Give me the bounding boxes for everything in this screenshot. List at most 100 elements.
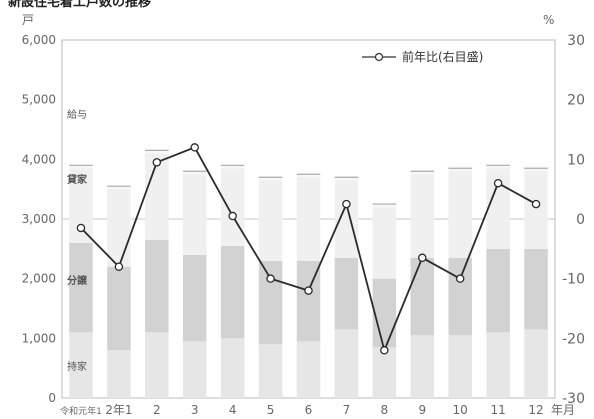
line-point-10 xyxy=(455,274,465,283)
right-tick-label: 10 xyxy=(567,152,585,168)
line-point-0 xyxy=(76,223,86,233)
bar-給与-4 xyxy=(220,165,245,169)
bar-貸家-12 xyxy=(524,171,548,249)
right-tick-label: -20 xyxy=(562,331,585,347)
bar-給与-5 xyxy=(258,177,283,181)
x-tick-label: 12 xyxy=(528,403,543,417)
line-point-2 xyxy=(152,158,162,167)
x-tick-label: 令和元年1 xyxy=(60,405,102,417)
bar-分譲-0 xyxy=(69,242,93,333)
bar-分譲-9 xyxy=(410,257,435,336)
line-point-6 xyxy=(304,286,313,295)
bar-持家-9 xyxy=(410,335,435,398)
x-tick-label: 2 xyxy=(153,403,161,417)
tick-labels-group: 0 1,000 2,000 3,000 4,000 5,000 6,000 -30 -20 -10… xyxy=(22,33,585,417)
bar-給与-3 xyxy=(182,171,207,175)
bar-分譲-6 xyxy=(296,260,321,342)
bar-持家-8 xyxy=(372,347,397,398)
legend: 前年比(右目盛) xyxy=(362,49,483,64)
right-tick-label: 30 xyxy=(567,33,585,49)
x-tick-label: 4 xyxy=(229,403,237,417)
line-point-11 xyxy=(493,178,503,188)
line-point-8 xyxy=(380,346,389,355)
bar-貸家-2 xyxy=(145,153,169,240)
left-tick-label: 0 xyxy=(48,391,56,405)
bar-貸家-7 xyxy=(334,180,359,258)
bar-貸家-1 xyxy=(107,189,131,267)
left-axis-unit: 戸 xyxy=(22,13,34,27)
bar-持家-3 xyxy=(182,341,207,398)
line-point-9 xyxy=(418,253,427,263)
right-tick-label: -30 xyxy=(562,391,585,407)
left-tick-label: 1,000 xyxy=(22,331,56,345)
bar-貸家-4 xyxy=(220,168,245,246)
right-axis-unit: % xyxy=(543,13,554,27)
x-tick-label: 2年1 xyxy=(105,403,132,417)
x-tick-label: 5 xyxy=(267,403,275,417)
bar-持家-5 xyxy=(258,344,283,398)
line-point-12 xyxy=(531,199,541,209)
bar-持家-4 xyxy=(220,338,245,398)
bar-持家-7 xyxy=(334,329,359,398)
bar-持家-1 xyxy=(107,350,131,398)
x-tick-label: 6 xyxy=(305,403,313,417)
bar-給与-9 xyxy=(410,171,435,175)
chart-title: 新設住宅着工戸数の推移 xyxy=(8,0,151,10)
bar-持家-0 xyxy=(69,332,93,398)
right-tick-label: 0 xyxy=(576,212,585,228)
x-tick-label: 11 xyxy=(490,403,505,417)
bar-持家-10 xyxy=(448,335,472,398)
bar-分譲-7 xyxy=(334,257,359,330)
bar-貸家-9 xyxy=(410,174,435,258)
bar-分譲-11 xyxy=(486,248,510,333)
bar-持家-11 xyxy=(486,332,510,398)
bar-分譲-8 xyxy=(372,278,397,348)
label-kyuyo: 給与 xyxy=(67,108,87,121)
x-tick-label: 7 xyxy=(343,403,351,417)
x-tick-label: 8 xyxy=(381,403,389,417)
line-point-7 xyxy=(342,199,351,209)
line-point-5 xyxy=(266,274,275,283)
label-kashiya: 貸家 xyxy=(66,173,88,186)
right-tick-label: 20 xyxy=(567,93,585,109)
left-tick-label: 5,000 xyxy=(22,93,56,107)
bar-給与-6 xyxy=(296,174,321,178)
bar-給与-2 xyxy=(145,150,169,154)
bar-貸家-11 xyxy=(486,168,510,249)
bar-給与-11 xyxy=(486,165,510,169)
left-tick-label: 6,000 xyxy=(22,33,56,47)
bar-持家-2 xyxy=(145,332,169,398)
left-tick-label: 2,000 xyxy=(22,272,56,286)
bar-持家-6 xyxy=(296,341,321,398)
bar-給与-1 xyxy=(107,186,131,190)
line-point-3 xyxy=(190,143,199,152)
label-mochiie: 持家 xyxy=(67,360,87,373)
legend-label: 前年比(右目盛) xyxy=(402,49,483,64)
bar-貸家-0 xyxy=(69,168,93,243)
bar-分譲-3 xyxy=(182,254,207,342)
bar-持家-12 xyxy=(524,329,548,398)
bar-給与-10 xyxy=(448,168,472,172)
bar-分譲-10 xyxy=(448,257,472,336)
bar-貸家-8 xyxy=(372,207,397,279)
bar-分譲-5 xyxy=(258,260,283,345)
bar-分譲-1 xyxy=(107,266,131,351)
bar-給与-0 xyxy=(69,165,93,169)
bar-分譲-12 xyxy=(524,248,548,330)
label-bunjo: 分譲 xyxy=(67,274,88,287)
bar-分譲-2 xyxy=(145,239,169,333)
left-tick-label: 4,000 xyxy=(22,152,56,166)
x-tick-label: 9 xyxy=(418,403,426,417)
bar-給与-12 xyxy=(524,168,548,172)
line-point-1 xyxy=(114,262,124,271)
legend-circle-marker xyxy=(374,52,384,62)
x-axis-unit: 年月 xyxy=(551,403,575,417)
bar-貸家-6 xyxy=(296,177,321,261)
bar-貸家-10 xyxy=(448,171,472,258)
x-tick-label: 3 xyxy=(191,403,199,417)
bar-給与-7 xyxy=(334,177,359,181)
right-tick-label: -10 xyxy=(562,272,585,288)
bar-給与-8 xyxy=(372,204,397,208)
bar-貸家-3 xyxy=(182,174,207,255)
